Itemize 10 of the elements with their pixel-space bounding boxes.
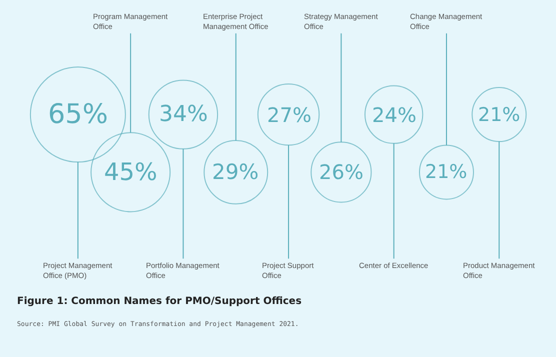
data-label: 45% [104,158,158,186]
data-label: 21% [478,104,520,126]
data-label: 26% [319,160,364,184]
data-label: 29% [212,160,259,184]
text: Figure 1: Common Names for PMO/Support Offices [17,296,302,307]
data-label: 24% [372,103,416,127]
data-label: 34% [159,102,208,127]
data-label: 21% [425,161,468,183]
data-label: 27% [267,103,312,127]
data-label: 65% [48,99,108,130]
